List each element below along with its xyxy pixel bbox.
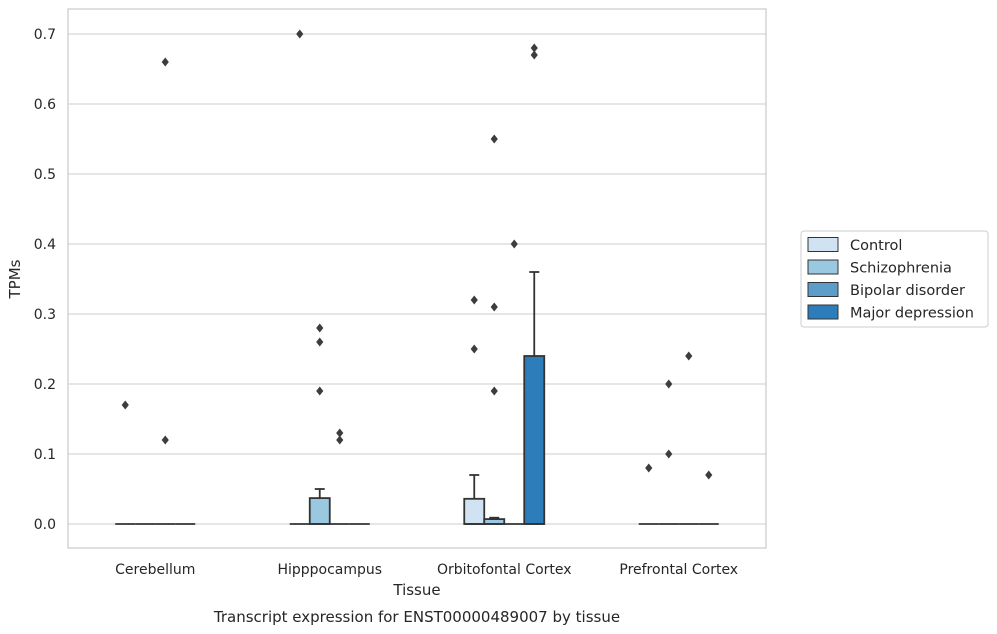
y-tick-labels: 0.0 0.1 0.2 0.3 0.4 0.5 0.6 0.7 [34, 27, 56, 533]
outlier-point [161, 435, 169, 445]
box-schizophrenia [308, 488, 331, 525]
y-tick-label: 0.0 [34, 517, 56, 533]
x-tick-labels: Cerebellum Hipppocampus Orbitofontal Corte… [115, 562, 738, 578]
outlier-point [121, 400, 129, 410]
box-body [463, 497, 486, 525]
x-tick-label: Hipppocampus [277, 562, 382, 578]
outlier-point [530, 43, 538, 53]
y-tick-label: 0.6 [34, 97, 56, 113]
legend-swatch [807, 282, 839, 297]
legend-swatch [807, 304, 839, 320]
outlier-point [490, 134, 498, 144]
y-tick-label: 0.5 [34, 167, 56, 183]
legend: Control Schizophrenia Bipolar disorder Majo… [800, 230, 989, 328]
outlier-point [316, 337, 324, 347]
outlier-point [296, 29, 304, 39]
outlier-point [336, 428, 344, 438]
y-tick-label: 0.2 [34, 377, 56, 393]
box-major-depression [523, 271, 546, 525]
legend-label: Bipolar disorder [850, 283, 965, 299]
outlier-point [316, 386, 324, 396]
box-schizophrenia [483, 516, 506, 525]
outliers [121, 29, 713, 480]
y-tick-label: 0.3 [34, 307, 56, 323]
x-tick-label: Orbitofontal Cortex [437, 562, 572, 578]
legend-swatch [807, 237, 839, 252]
outlier-point [510, 239, 518, 249]
outlier-point [530, 50, 538, 60]
outlier-point [336, 435, 344, 445]
y-tick-label: 0.4 [34, 237, 56, 253]
outlier-point [470, 344, 478, 354]
box-body [308, 497, 331, 525]
legend-swatch [807, 259, 839, 275]
outlier-point [685, 351, 693, 361]
boxes [115, 271, 719, 525]
outlier-point [665, 379, 673, 389]
y-tick-label: 0.1 [34, 447, 56, 463]
x-tick-label: Cerebellum [115, 562, 195, 578]
y-axis-title: TPMs [6, 259, 24, 299]
x-axis-title: Tissue [392, 581, 440, 599]
outlier-point [490, 302, 498, 312]
legend-frame [800, 230, 989, 328]
outlier-point [705, 470, 713, 480]
plot-frame [67, 8, 767, 549]
outlier-point [645, 463, 653, 473]
x-tick-label: Prefrontal Cortex [619, 562, 738, 578]
legend-label: Major depression [850, 306, 974, 322]
outlier-point [161, 57, 169, 67]
y-tick-label: 0.7 [34, 27, 56, 43]
box-control [463, 474, 486, 525]
legend-label: Schizophrenia [850, 261, 952, 277]
outlier-point [490, 386, 498, 396]
gridlines [68, 33, 766, 525]
outlier-point [316, 323, 324, 333]
legend-label: Control [850, 238, 902, 254]
outlier-point [470, 295, 478, 305]
box-body [523, 355, 546, 525]
outlier-point [665, 449, 673, 459]
chart-caption: Transcript expression for ENST0000048900… [213, 608, 620, 626]
